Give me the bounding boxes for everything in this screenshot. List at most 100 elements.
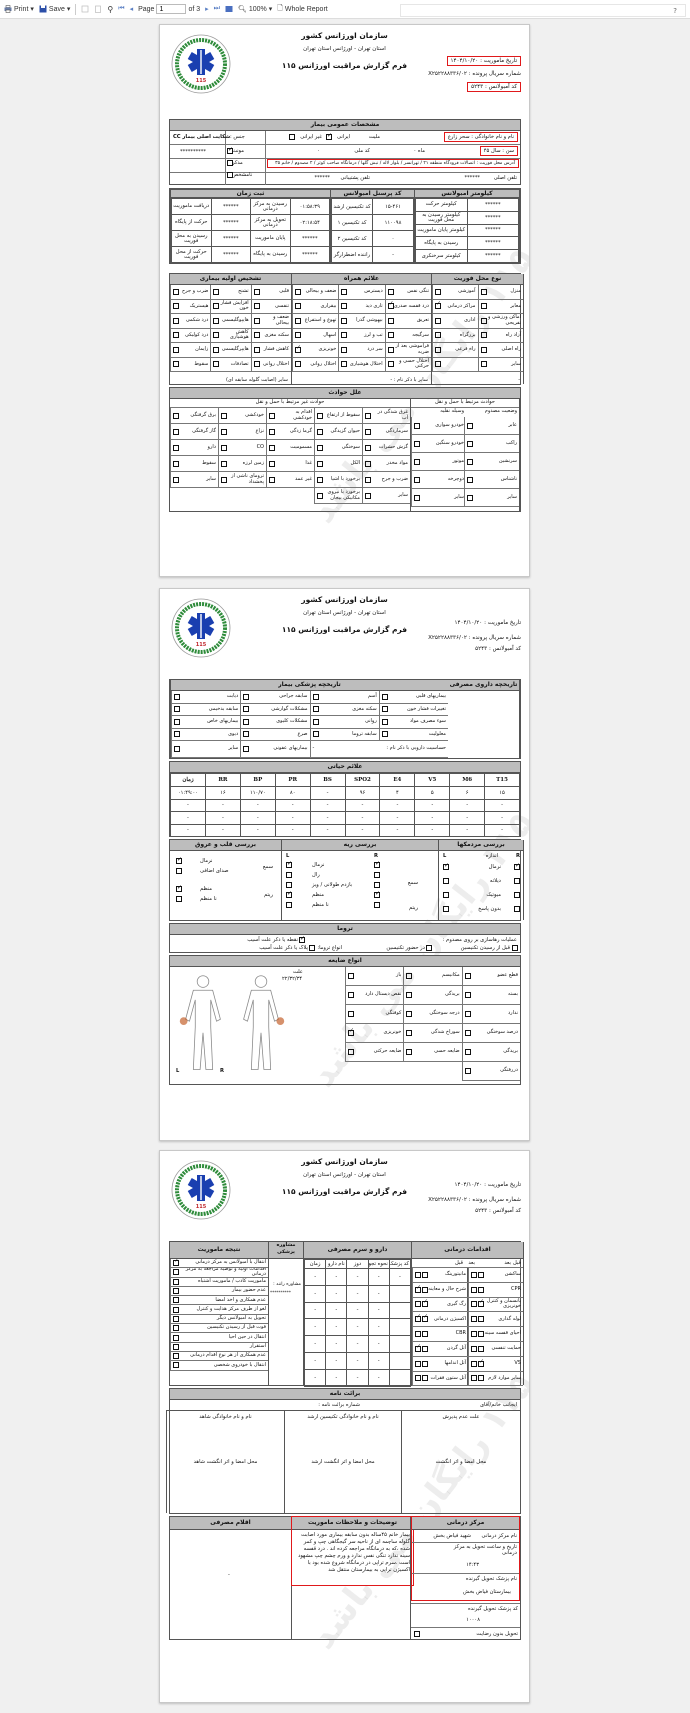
trauma-checkbox[interactable] (309, 945, 315, 951)
checkbox-item[interactable]: کوفتگی (345, 1005, 404, 1024)
checkbox[interactable] (406, 992, 413, 998)
page-number-input[interactable] (156, 4, 187, 14)
checkbox-item[interactable]: افزایش فشار خون (210, 299, 251, 314)
checkbox[interactable] (348, 992, 355, 998)
checkbox[interactable] (243, 746, 250, 752)
gender-checkbox[interactable] (227, 146, 233, 154)
checkbox-item[interactable]: اختلال هوشیاری (338, 357, 385, 372)
trauma-checkbox[interactable] (299, 935, 305, 943)
procedure-checkbox[interactable] (512, 945, 518, 951)
checkbox[interactable] (464, 1011, 471, 1017)
checkbox[interactable] (435, 361, 441, 368)
pupil-right-checkbox[interactable] (514, 892, 520, 898)
checkbox[interactable] (173, 332, 180, 339)
checkbox[interactable] (173, 428, 179, 435)
checkbox[interactable] (414, 458, 420, 465)
iranian-checkbox[interactable] (326, 132, 332, 140)
checkbox-item[interactable]: سکته مغزی (250, 328, 291, 343)
checkbox-item[interactable]: تصادفات (210, 357, 251, 372)
checkbox[interactable] (174, 693, 180, 700)
checkbox[interactable] (173, 317, 180, 324)
previous-page-button[interactable]: ◂ (130, 5, 134, 13)
checkbox-item[interactable]: زمین لرزه (218, 456, 266, 472)
checkbox[interactable] (173, 303, 180, 310)
checkbox-item[interactable]: ناشناس (464, 471, 519, 489)
checkbox-item[interactable]: خونریزی (292, 343, 339, 358)
before-checkbox[interactable] (422, 1314, 428, 1323)
checkbox[interactable] (435, 288, 441, 295)
checkbox[interactable] (467, 476, 473, 483)
checkbox-item[interactable]: هیستریک (170, 299, 211, 314)
allergy-item[interactable]: حساسیت دارویی با ذکر نام : - (309, 741, 448, 758)
exam-checkbox[interactable] (176, 884, 182, 892)
checkbox[interactable] (480, 303, 487, 310)
after-checkbox[interactable] (415, 1271, 421, 1278)
checkbox[interactable] (213, 346, 220, 353)
mission-result-item[interactable]: اقدامات اولیه و توصیه مراجعه به مرکز درم… (170, 1268, 268, 1278)
checkbox-item[interactable]: سکته مغزی (309, 703, 379, 716)
checkbox-item[interactable]: ضایعه حرکتی (345, 1043, 404, 1062)
lung-left-checkbox[interactable] (286, 872, 292, 878)
checkbox[interactable] (295, 317, 302, 324)
checkbox[interactable] (467, 494, 473, 501)
after-checkbox[interactable] (415, 1344, 421, 1352)
checkbox-item[interactable]: فراموشی بعد از ضربه (384, 343, 431, 358)
checkbox-item[interactable]: خودرو سواری (411, 417, 466, 435)
checkbox-item[interactable]: برخورد با اشیا (314, 472, 362, 488)
mission-result-item[interactable]: عدم همکاری و اخذ امضا (170, 1296, 268, 1306)
checkbox[interactable] (381, 718, 388, 725)
checkbox[interactable] (312, 706, 319, 713)
checkbox[interactable] (464, 973, 471, 979)
checkbox[interactable] (243, 693, 250, 700)
checkbox[interactable] (253, 346, 260, 353)
checkbox-item[interactable]: تاری دید (338, 299, 385, 314)
checkbox-item[interactable]: ضعف و بیحالی (292, 285, 339, 300)
checkbox[interactable] (464, 1030, 471, 1036)
checkbox[interactable] (173, 1306, 179, 1313)
before-checkbox[interactable] (422, 1360, 428, 1367)
checkbox[interactable] (173, 361, 180, 368)
mission-result-item[interactable]: لغو از طرف مرکز هدایت و کنترل (170, 1305, 268, 1315)
checkbox[interactable] (341, 332, 348, 339)
checkbox[interactable] (295, 345, 301, 353)
checkbox-item[interactable]: ضعف و بیحالی (250, 314, 291, 329)
checkbox-item[interactable]: موتور (411, 453, 466, 471)
lung-right-checkbox[interactable] (374, 872, 380, 878)
checkbox-item[interactable]: آموزشی (432, 285, 478, 300)
checkbox[interactable] (317, 492, 323, 499)
treatment-item[interactable]: ساکشن (468, 1268, 523, 1283)
checkbox-item[interactable]: CO (218, 440, 266, 456)
treatment-item[interactable]: آتل گردن (412, 1341, 468, 1357)
checkbox[interactable] (414, 476, 420, 483)
last-page-button[interactable]: ⏭ (214, 5, 220, 13)
checkbox[interactable] (269, 444, 275, 451)
lung-right-checkbox[interactable] (374, 860, 380, 868)
lung-left-checkbox[interactable] (286, 882, 292, 888)
checkbox-item[interactable]: غرق شدگی در آب (362, 408, 410, 424)
checkbox-item[interactable]: سوختگی (314, 440, 362, 456)
zoom-dropdown[interactable]: 🔍︎ 100% ▾ (238, 5, 272, 14)
checkbox[interactable] (467, 422, 473, 429)
checkbox-item[interactable]: ندارد (461, 1005, 520, 1024)
treatment-item[interactable]: رگ گیری (412, 1297, 468, 1313)
checkbox[interactable] (317, 460, 323, 467)
checkbox[interactable] (464, 1068, 471, 1074)
other-history-item[interactable]: سایر (171, 741, 241, 758)
checkbox-item[interactable]: بیهوشی گذرا (338, 314, 385, 329)
mission-result-item[interactable]: انتقال با خودروی شخصی (170, 1361, 268, 1371)
checkbox-item[interactable]: گزش حشرات (362, 440, 410, 456)
checkbox[interactable] (317, 428, 323, 435)
checkbox-item[interactable]: بزرگراه (432, 328, 478, 343)
checkbox-item[interactable]: درجه سوختگی (403, 1005, 462, 1024)
treatment-item[interactable]: آتل ستون فقرات (412, 1371, 468, 1387)
checkbox[interactable] (365, 492, 371, 499)
mission-result-item[interactable]: فوت قبل از رسیدن تکنیسین (170, 1324, 268, 1334)
checkbox[interactable] (253, 332, 260, 339)
checkbox-item[interactable]: اقدام به خودکشی (266, 408, 314, 424)
checkbox[interactable] (173, 1334, 179, 1341)
checkbox-item[interactable]: عابر (464, 417, 519, 435)
exam-checkbox[interactable] (176, 896, 182, 902)
checkbox[interactable] (221, 460, 227, 467)
checkbox-item[interactable]: سرنشین (464, 453, 519, 471)
checkbox-item[interactable]: باز (345, 967, 404, 986)
